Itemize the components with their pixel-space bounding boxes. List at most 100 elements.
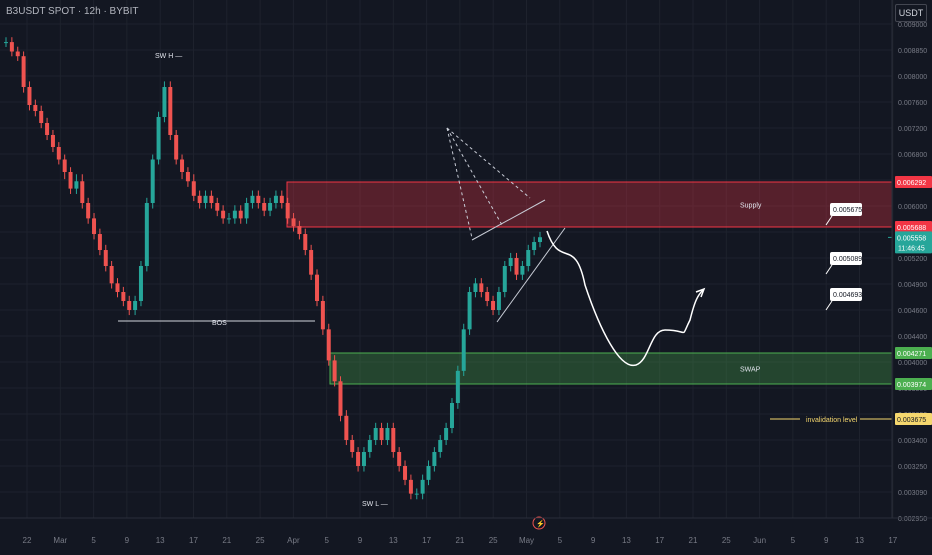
time-axis-tick: 5 bbox=[558, 536, 563, 545]
candle-body bbox=[432, 452, 437, 466]
price-axis-tick: 0.004400 bbox=[898, 334, 927, 341]
candle-body bbox=[461, 329, 466, 371]
candle-body bbox=[438, 440, 443, 452]
candle-body bbox=[150, 159, 155, 203]
time-axis-tick: 25 bbox=[256, 536, 265, 545]
price-marker-label: 0.005688 bbox=[897, 225, 926, 232]
target-pointer bbox=[825, 264, 833, 275]
time-axis-tick: 21 bbox=[222, 536, 231, 545]
candle-body bbox=[115, 283, 120, 292]
candle-body bbox=[62, 159, 67, 172]
fan-line bbox=[446, 127, 473, 239]
candle-body bbox=[215, 203, 220, 211]
swap-zone-label: SWAP bbox=[740, 367, 761, 374]
candle-body bbox=[526, 250, 531, 266]
candle-body bbox=[391, 428, 396, 452]
candle-body bbox=[268, 203, 273, 211]
candle-body bbox=[414, 493, 419, 495]
event-badge-icon[interactable] bbox=[532, 516, 546, 530]
swing-low-label: SW L — bbox=[362, 501, 388, 508]
candle-body bbox=[250, 195, 255, 203]
time-axis-tick: Mar bbox=[53, 536, 67, 545]
candle-body bbox=[485, 292, 490, 301]
candle-body bbox=[97, 234, 102, 251]
candle-body bbox=[467, 292, 472, 330]
target-label-text: 0.004693 bbox=[833, 292, 862, 299]
candle-body bbox=[162, 87, 167, 117]
candle-body bbox=[449, 403, 454, 428]
candle-body bbox=[74, 181, 79, 189]
price-axis-tick: 0.006000 bbox=[898, 204, 927, 211]
time-axis-tick: 5 bbox=[91, 536, 96, 545]
price-axis-tick: 0.003400 bbox=[898, 438, 927, 445]
candle-body bbox=[514, 258, 519, 275]
candle-body bbox=[209, 195, 214, 203]
candle-body bbox=[92, 218, 97, 235]
candle-body bbox=[426, 466, 431, 480]
candle-body bbox=[338, 381, 343, 416]
target-label-box bbox=[830, 252, 862, 265]
candle-body bbox=[127, 301, 132, 310]
price-marker-countdown: 11:46:45 bbox=[898, 245, 925, 252]
candle-body bbox=[109, 266, 114, 284]
candle-body bbox=[350, 440, 355, 452]
price-marker-label: 0.005558 bbox=[897, 235, 926, 242]
time-axis-tick: May bbox=[519, 536, 534, 545]
candle-body bbox=[21, 56, 26, 87]
candle-body bbox=[15, 51, 20, 57]
candle-body bbox=[538, 237, 542, 243]
swing-high-label: SW H — bbox=[155, 53, 182, 60]
candle-body bbox=[103, 250, 108, 266]
time-axis-tick: Jun bbox=[753, 536, 766, 545]
wedge-lower-line bbox=[496, 227, 566, 323]
candle-body bbox=[50, 135, 55, 147]
candle-body bbox=[373, 428, 378, 440]
candle-body bbox=[180, 159, 185, 172]
candle-body bbox=[33, 105, 38, 111]
price-axis-tick: 0.002950 bbox=[898, 516, 927, 523]
time-axis-tick: Apr bbox=[287, 536, 300, 545]
wedge-upper-line bbox=[471, 199, 546, 241]
candle-body bbox=[144, 203, 149, 266]
price-axis-tick: 0.006800 bbox=[898, 152, 927, 159]
candle-body bbox=[86, 203, 91, 219]
price-marker-box bbox=[895, 347, 932, 359]
time-axis-tick: 13 bbox=[156, 536, 165, 545]
time-axis-tick: 13 bbox=[389, 536, 398, 545]
candle-body bbox=[203, 195, 208, 203]
price-axis-tick: 0.008850 bbox=[898, 48, 927, 55]
candle-body bbox=[408, 479, 413, 494]
time-axis-tick: 9 bbox=[824, 536, 829, 545]
candle-body bbox=[291, 218, 296, 227]
candle-body bbox=[273, 195, 278, 203]
currency-button[interactable]: USDT bbox=[895, 4, 927, 22]
time-axis-tick: 9 bbox=[358, 536, 363, 545]
projection-arrowhead bbox=[695, 287, 706, 298]
candle-body bbox=[309, 250, 314, 275]
candle-body bbox=[367, 440, 372, 452]
candle-body bbox=[285, 203, 290, 219]
candle-body bbox=[185, 172, 190, 182]
candle-body bbox=[332, 360, 337, 382]
price-marker-box bbox=[895, 176, 932, 188]
time-axis-tick: 17 bbox=[422, 536, 431, 545]
time-axis-tick: 17 bbox=[888, 536, 897, 545]
candle-body bbox=[520, 266, 525, 275]
lightning-icon: ⚡ bbox=[536, 519, 545, 528]
time-axis-tick: 13 bbox=[855, 536, 864, 545]
time-axis-tick: 17 bbox=[189, 536, 198, 545]
time-axis-tick: 21 bbox=[455, 536, 464, 545]
swap-zone bbox=[329, 352, 893, 385]
price-axis-tick: 0.004600 bbox=[898, 308, 927, 315]
price-marker-box bbox=[895, 378, 932, 390]
candle-body bbox=[156, 117, 161, 160]
time-axis-tick: 21 bbox=[689, 536, 698, 545]
candle-body bbox=[27, 87, 32, 105]
price-axis-tick: 0.007200 bbox=[898, 126, 927, 133]
candle-body bbox=[45, 123, 50, 135]
candle-body bbox=[344, 415, 349, 440]
candle-body bbox=[397, 452, 402, 466]
candle-body bbox=[473, 283, 478, 292]
